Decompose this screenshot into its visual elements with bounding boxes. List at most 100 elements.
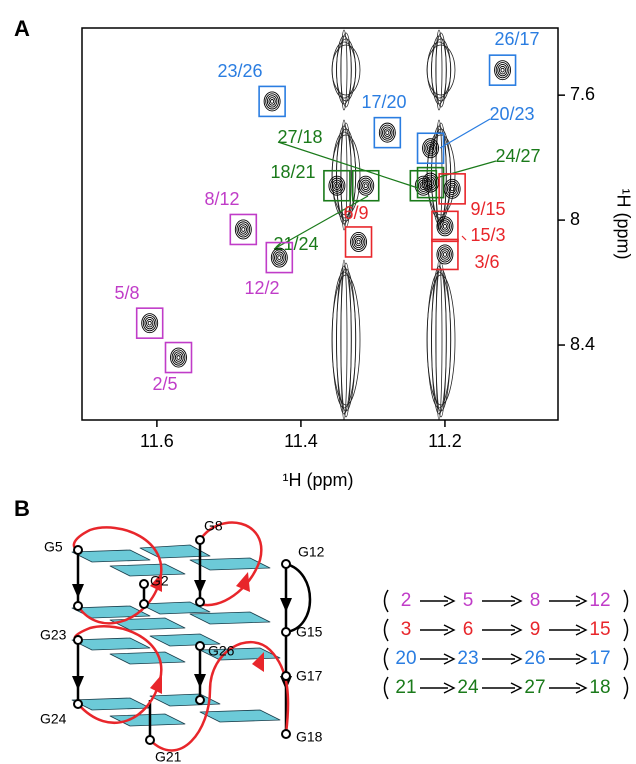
peak-box: [488, 54, 517, 86]
contour-ring: [275, 253, 283, 262]
paren: [623, 618, 629, 642]
contour-ring: [428, 180, 433, 185]
peak-label: 20/23: [489, 104, 534, 124]
contour-ring: [500, 67, 505, 73]
contour-ring: [176, 355, 181, 360]
peak-box: [351, 169, 380, 202]
paren: [383, 647, 389, 671]
panel-label: A: [14, 16, 30, 41]
paren: [623, 647, 629, 671]
streak-contour: [336, 265, 352, 415]
sequence-item: 21: [395, 677, 416, 698]
peak-label: 26/17: [494, 29, 539, 49]
spectrum-background: [331, 29, 456, 421]
y-tick-label: 8.4: [570, 334, 595, 354]
peak-label: 12/2: [244, 278, 279, 298]
contour-ring: [362, 181, 370, 190]
sequence-item: 18: [589, 677, 610, 698]
peak-box: [416, 166, 445, 199]
sequence-arrowhead: [575, 624, 588, 636]
peak-contour: [422, 138, 439, 159]
contour-ring: [445, 180, 459, 197]
paren: [623, 589, 629, 613]
streak-contour: [431, 35, 447, 105]
contour-ring: [263, 91, 281, 112]
contour-ring: [333, 181, 341, 190]
contour-ring: [363, 183, 368, 189]
sequence-arrowhead: [510, 595, 523, 607]
peak-box: [265, 241, 294, 274]
contour-ring: [238, 223, 249, 236]
residue-label: G23: [40, 627, 67, 643]
contour-ring: [423, 174, 438, 191]
sequence-item: 15: [589, 619, 610, 640]
streak-contour: [426, 44, 456, 96]
contour-ring: [350, 232, 367, 252]
sequence-arrowhead: [575, 595, 588, 607]
contour-ring: [497, 64, 508, 77]
sequence-item: 24: [457, 677, 479, 698]
peak-contour: [436, 244, 454, 265]
paren: [383, 589, 389, 613]
peak-box: [135, 307, 164, 339]
contour-ring: [442, 223, 447, 229]
peak-label: 9/15: [470, 199, 505, 219]
streak-contour: [431, 265, 447, 415]
peak-contour: [170, 347, 187, 368]
streak-contour: [331, 44, 361, 96]
contour-ring: [383, 128, 391, 137]
peak-label: 18/21: [270, 162, 315, 182]
contour-ring: [241, 227, 246, 232]
residue-label: G15: [296, 624, 323, 640]
sequence-item: 17: [589, 648, 610, 669]
contour-ring: [442, 252, 447, 257]
contour-ring: [354, 237, 363, 247]
sequence-item: 2: [401, 590, 412, 611]
peak-label: 27/18: [277, 127, 322, 147]
contour-ring: [351, 233, 366, 251]
sequence-item: 23: [457, 648, 478, 669]
peak-contour: [141, 313, 159, 334]
panel-label: B: [14, 496, 30, 521]
paren: [383, 676, 389, 700]
streak-contour: [331, 274, 361, 406]
leader-line: [273, 195, 369, 250]
streak-contour: [435, 259, 443, 421]
sequence-arrowhead: [443, 682, 456, 694]
y-tick-label: 8: [570, 209, 580, 229]
x-tick-label: 11.6: [140, 431, 174, 451]
contour-ring: [270, 247, 288, 268]
peak-box: [431, 210, 459, 243]
peak-box: [164, 341, 193, 374]
sequence-arrowhead: [510, 682, 523, 694]
streak-contour: [426, 41, 452, 99]
contour-ring: [274, 251, 285, 264]
residue-label: G8: [204, 518, 223, 534]
sequences: 2 5 8 12 3 6 9 15 20 23 26 17 21 24 27 18: [383, 589, 629, 700]
peak-contour: [357, 175, 375, 196]
residue-label: G12: [298, 544, 325, 560]
loop-arrows: [150, 572, 264, 694]
contour-ring: [170, 347, 187, 368]
contour-ring: [239, 225, 247, 234]
sequence-item: 27: [524, 677, 545, 698]
contour-ring: [448, 184, 456, 194]
contour-ring: [441, 222, 449, 231]
x-tick-label: 11.4: [284, 431, 318, 451]
peak-label: 8/12: [204, 189, 239, 209]
leader-line: [435, 160, 497, 179]
contour-ring: [331, 179, 343, 192]
contour-ring: [441, 250, 449, 259]
contour-ring: [378, 122, 396, 143]
sequence-item: 12: [589, 590, 610, 611]
residue-label: G21: [155, 749, 182, 764]
y-tick-label: 7.6: [570, 84, 595, 104]
contour-ring: [353, 235, 364, 249]
contour-ring: [173, 351, 184, 364]
peak-label: 5/8: [114, 283, 139, 303]
streak-contour: [331, 271, 357, 409]
streak-contour: [331, 41, 357, 99]
contour-ring: [236, 221, 251, 238]
contour-ring: [358, 177, 373, 194]
